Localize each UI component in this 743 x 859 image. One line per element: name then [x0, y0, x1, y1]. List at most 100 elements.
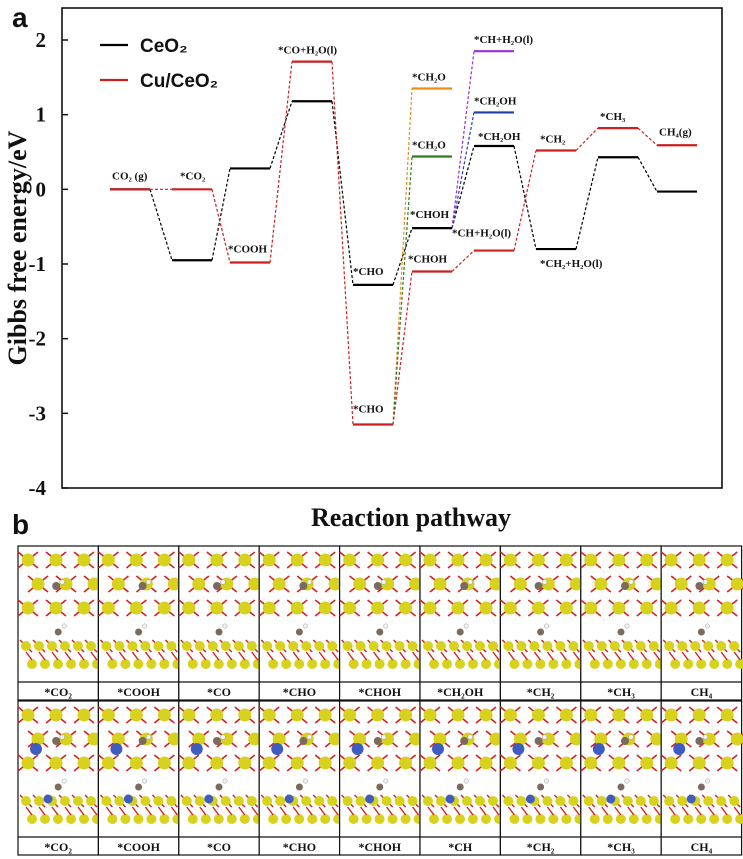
structure-frame	[258, 545, 341, 701]
structure-label: *CH₂OH	[437, 685, 484, 699]
ce-atom	[479, 708, 493, 722]
ce-atom	[226, 814, 237, 824]
cu-atom	[43, 794, 53, 804]
ce-atom	[720, 756, 734, 770]
ce-atom	[451, 601, 465, 615]
ce-atom	[66, 814, 76, 824]
bond	[279, 651, 287, 661]
y-tick-label: -1	[29, 252, 47, 276]
ce-atom	[294, 659, 305, 669]
c-atom	[299, 737, 308, 745]
slab-side-view	[421, 778, 504, 824]
ce-atom	[159, 659, 170, 669]
c-atom	[537, 783, 545, 791]
ce-atom	[674, 577, 688, 591]
structure-frame	[17, 700, 100, 856]
ce-atom	[49, 553, 63, 567]
bond	[157, 651, 165, 661]
ce-atom	[210, 756, 224, 770]
panel-a-letter: a	[12, 2, 28, 33]
ce-atom	[27, 814, 37, 824]
h-atom	[628, 734, 634, 740]
c-atom	[376, 628, 384, 636]
ce-atom	[475, 641, 485, 651]
energy-levels	[110, 50, 697, 426]
ce-atom	[569, 577, 583, 591]
cu-atom	[606, 794, 616, 804]
ce-atom	[423, 553, 437, 567]
structure-label: *CHO	[283, 840, 316, 854]
ce-atom	[307, 659, 318, 669]
ce-atom	[129, 553, 143, 567]
bond	[212, 806, 220, 816]
bond	[105, 651, 113, 661]
ce-atom	[664, 708, 678, 722]
ce-atom	[127, 641, 138, 651]
ce-atom	[77, 756, 91, 770]
ce-atom	[262, 641, 273, 651]
ce-atom	[664, 756, 678, 770]
cu-atom	[351, 743, 364, 755]
energy-connector	[211, 189, 231, 263]
bond	[90, 806, 98, 816]
ce-atom	[21, 756, 35, 770]
ce-atom	[166, 796, 177, 806]
h-atom	[704, 778, 710, 784]
ce-atom	[529, 641, 540, 651]
structure-label: *COOH	[117, 685, 160, 699]
slab-top-view	[660, 706, 743, 772]
ce-atom	[238, 708, 252, 722]
cu-atom	[525, 794, 535, 804]
structure-label: *CHOH	[358, 840, 401, 854]
slab-top-view	[419, 706, 507, 772]
slab-top-view	[258, 551, 346, 617]
ce-atom	[73, 641, 83, 651]
ce-atom	[182, 708, 196, 722]
structure-cell: *CO	[178, 700, 266, 856]
ce-atom	[594, 577, 608, 591]
bond	[440, 806, 448, 816]
ce-atom	[584, 708, 598, 722]
ce-atom	[730, 577, 743, 591]
ce-atom	[220, 796, 231, 806]
ce-atom	[167, 732, 181, 746]
ce-atom	[381, 796, 392, 806]
structure-cell: *CH₃	[580, 700, 668, 856]
ce-atom	[509, 659, 520, 669]
energy-level-label: *CH₂+H₂O(l)	[540, 258, 603, 270]
y-tick-label: 2	[36, 28, 47, 52]
bond	[144, 651, 152, 661]
cu-atom	[592, 743, 605, 755]
ce-atom	[77, 553, 91, 567]
bond	[373, 806, 381, 816]
ce-atom	[140, 796, 151, 806]
bond	[733, 651, 741, 661]
ce-atom	[722, 814, 733, 824]
energy-level-label: *CH₃	[600, 111, 626, 123]
bond	[38, 806, 46, 816]
slab-top-view	[178, 706, 266, 772]
structure-cell: *COOH	[97, 545, 185, 701]
ce-atom	[239, 814, 250, 824]
ce-atom	[381, 641, 392, 651]
ce-atom	[327, 641, 338, 651]
structure-frame	[339, 545, 421, 701]
ce-atom	[561, 814, 572, 824]
slab-top-view	[17, 706, 105, 772]
ce-atom	[31, 732, 45, 746]
structure-label: CH₄	[691, 685, 713, 699]
ce-atom	[584, 553, 598, 567]
ce-atom	[503, 796, 514, 806]
h-atom	[222, 623, 228, 629]
bond	[453, 651, 461, 661]
ce-atom	[503, 553, 517, 567]
structure-cell: CH₄	[660, 700, 743, 856]
ce-atom	[640, 756, 654, 770]
bond	[546, 806, 554, 816]
ce-atom	[187, 659, 198, 669]
ce-atom	[394, 796, 405, 806]
slab-side-view	[582, 623, 665, 669]
ce-atom	[690, 641, 701, 651]
slab-top-view	[419, 551, 507, 617]
energy-connector	[149, 189, 173, 261]
